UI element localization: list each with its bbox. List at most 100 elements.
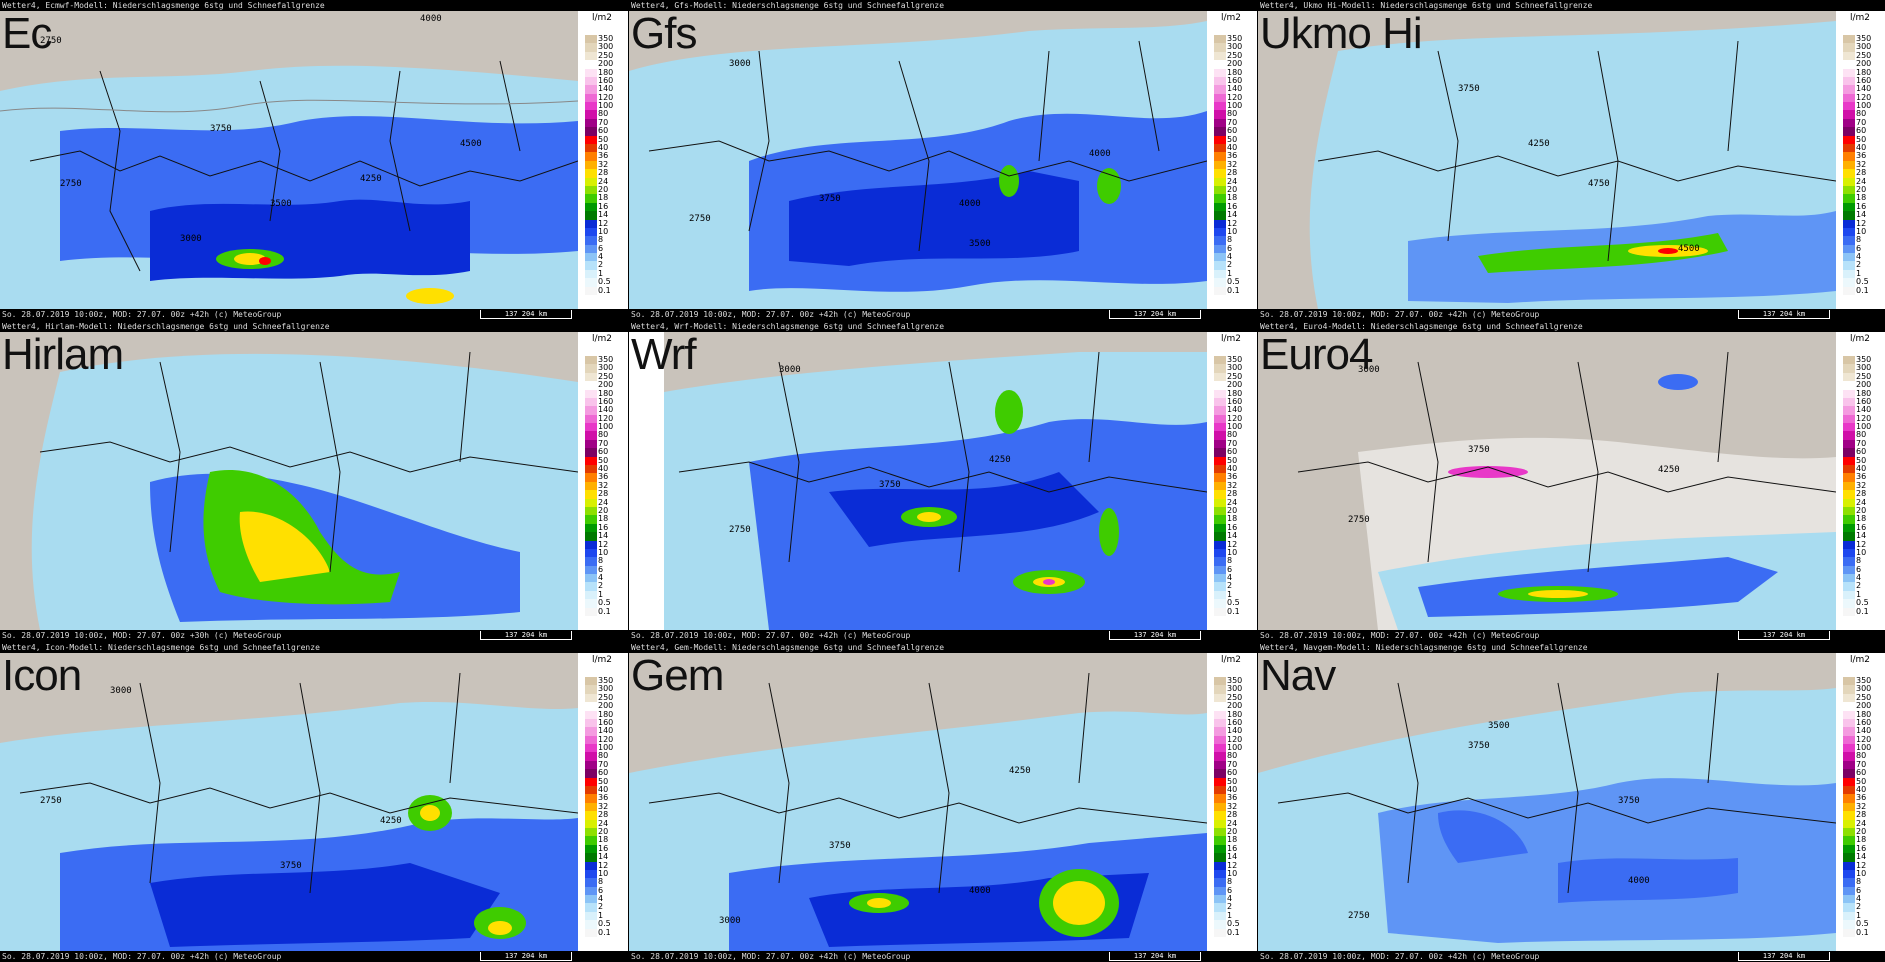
svg-text:4000: 4000	[420, 14, 442, 24]
legend-level-label: 32	[1856, 159, 1867, 169]
legend-swatch	[1843, 760, 1855, 770]
legend-level-label: 12	[598, 218, 609, 228]
map-svg: 3000 3750 4250 2750	[1258, 332, 1836, 630]
legend-level-label: 140	[598, 84, 614, 94]
legend-swatch	[585, 356, 597, 365]
legend-level-label: 40	[598, 785, 609, 795]
legend-swatch	[1214, 685, 1226, 695]
legend-level-label: 14	[598, 210, 609, 220]
legend-swatch	[1843, 861, 1855, 871]
legend-swatch	[1843, 811, 1855, 821]
legend-swatch	[1214, 523, 1226, 533]
legend-level-label: 160	[598, 717, 614, 727]
legend-level-label: 40	[1227, 785, 1238, 795]
legend-swatch	[1843, 397, 1855, 407]
legend-swatch	[585, 844, 597, 854]
legend-swatch	[1214, 853, 1226, 862]
legend-level-label: 20	[1227, 505, 1238, 515]
panel-footer: So. 28.07.2019 10:00z, MOD: 27.07. 00z +…	[629, 309, 1257, 320]
legend-level-label: 60	[1856, 447, 1867, 457]
svg-text:3000: 3000	[180, 234, 202, 244]
legend-level-label: 120	[598, 413, 614, 423]
svg-text:4250: 4250	[1009, 766, 1031, 776]
svg-text:2750: 2750	[729, 525, 751, 535]
model-title: Hirlam	[2, 330, 124, 379]
legend-swatch	[1214, 827, 1226, 837]
legend-colorbar	[1214, 677, 1226, 938]
legend-swatch	[1843, 144, 1855, 153]
legend-swatch	[585, 448, 597, 458]
legend-level-label: 140	[1856, 405, 1872, 415]
legend-level-label: 36	[1856, 151, 1867, 161]
legend-level-label: 6	[1227, 243, 1233, 253]
legend-swatch	[1843, 278, 1855, 288]
legend-swatch	[1843, 286, 1855, 296]
legend-level-label: 24	[1227, 497, 1238, 507]
legend-swatch	[1214, 431, 1226, 441]
legend-level-label: 50	[1227, 776, 1238, 786]
precip-legend: l/m2 350 300 250 200 180 160 140 120 100 80 70 60 50…	[1207, 332, 1257, 630]
legend-swatch	[1843, 718, 1855, 728]
legend-level-label: 32	[1856, 801, 1867, 811]
legend-level-label: 120	[598, 92, 614, 102]
svg-text:3750: 3750	[829, 841, 851, 851]
legend-level-label: 160	[1227, 75, 1243, 85]
legend-level-label: 180	[598, 388, 614, 398]
legend-swatch	[1843, 582, 1855, 592]
legend-swatch	[1843, 423, 1855, 432]
legend-swatch	[1843, 160, 1855, 170]
precip-map: 3000 3750 3500 4000 4000 2750	[629, 11, 1207, 309]
legend-swatch	[1843, 523, 1855, 533]
legend-level-label: 4	[1227, 252, 1233, 262]
legend-swatch	[1843, 498, 1855, 508]
legend-level-label: 100	[1856, 743, 1872, 753]
legend-swatch	[1843, 76, 1855, 86]
legend-level-label: 18	[598, 835, 609, 845]
legend-level-label: 32	[598, 480, 609, 490]
legend-swatch	[1214, 423, 1226, 432]
legend-level-label: 36	[1227, 151, 1238, 161]
legend-swatch	[1843, 465, 1855, 474]
legend-level-label: 40	[1856, 785, 1867, 795]
legend-swatch	[1214, 372, 1226, 382]
legend-level-label: 14	[1856, 531, 1867, 541]
legend-swatch	[585, 727, 597, 737]
legend-swatch	[1843, 236, 1855, 246]
legend-level-label: 100	[1856, 101, 1872, 111]
legend-level-label: 350	[598, 34, 614, 43]
panel-footer: So. 28.07.2019 10:00z, MOD: 27.07. 00z +…	[629, 951, 1257, 962]
legend-level-label: 20	[1856, 505, 1867, 515]
precip-map: 3750 4000 4250 3000	[629, 653, 1207, 951]
legend-swatch	[1214, 68, 1226, 78]
legend-colorbar	[1843, 35, 1855, 296]
legend-level-label: 10	[1227, 868, 1238, 878]
map-svg: 2750 3750 3500 4250 4500 2750 3000 4000	[0, 11, 578, 309]
legend-level-label: 80	[1227, 430, 1238, 440]
legend-swatch	[1843, 515, 1855, 525]
legend-level-label: 24	[1227, 176, 1238, 186]
legend-swatch	[585, 473, 597, 483]
legend-swatch	[585, 236, 597, 246]
panel-footer: So. 28.07.2019 10:00z, MOD: 27.07. 00z +…	[1258, 951, 1885, 962]
legend-level-label: 70	[598, 117, 609, 127]
legend-swatch	[585, 895, 597, 904]
legend-swatch	[1214, 590, 1226, 600]
legend-level-label: 24	[598, 818, 609, 828]
legend-swatch	[585, 135, 597, 145]
svg-text:2750: 2750	[60, 179, 82, 189]
svg-text:2750: 2750	[40, 796, 62, 806]
legend-level-label: 120	[1227, 413, 1243, 423]
legend-swatch	[1214, 219, 1226, 229]
legend-swatch	[1214, 185, 1226, 195]
panel-gem: Wetter4, Gem-Modell: Niederschlagsmenge …	[629, 642, 1257, 962]
legend-swatch	[1843, 439, 1855, 449]
legend-level-label: 8	[1227, 556, 1233, 566]
legend-swatch	[1214, 786, 1226, 795]
legend-level-label: 18	[1227, 193, 1238, 203]
legend-level-label: 20	[598, 184, 609, 194]
legend-swatch	[1843, 414, 1855, 424]
legend-level-label: 1	[1227, 589, 1233, 599]
legend-level-label: 140	[598, 405, 614, 415]
model-title: Ec	[2, 9, 52, 58]
